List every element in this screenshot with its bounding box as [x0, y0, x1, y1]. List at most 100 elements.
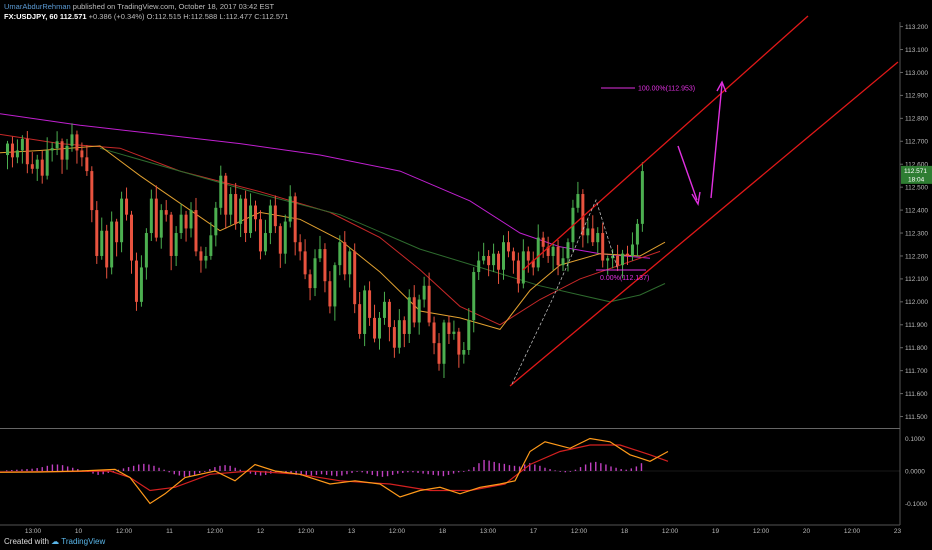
candle-body	[174, 233, 178, 256]
macd-histogram-bar	[427, 471, 429, 475]
macd-histogram-bar	[188, 471, 191, 477]
channel-upper-line	[522, 15, 809, 271]
price-tick-label: 111.600	[905, 391, 928, 398]
macd-histogram-bar	[402, 471, 404, 473]
price-tick-label: 112.100	[905, 276, 928, 283]
macd-histogram-bar	[26, 469, 28, 471]
macd-histogram-bar	[143, 463, 145, 471]
candle-body	[95, 210, 99, 256]
macd-histogram-bar	[442, 471, 445, 477]
macd-histogram-bar	[493, 461, 495, 471]
candle-body	[278, 226, 282, 254]
arrow-up-head	[716, 80, 727, 93]
candle-body	[224, 175, 228, 215]
change-value: +0.386 (+0.34%)	[88, 12, 145, 21]
candle-body	[219, 175, 223, 208]
macd-histogram-bar	[498, 463, 500, 471]
arrow-down-line	[677, 145, 698, 201]
author-link[interactable]: UmarAbdurRehman	[4, 2, 71, 11]
macd-histogram-bar	[41, 467, 43, 471]
macd-histogram-bar	[478, 463, 480, 471]
macd-histogram-bar	[595, 461, 597, 471]
ma-line	[0, 145, 666, 330]
time-tick-label: 12:00	[207, 528, 224, 535]
candle-body	[482, 255, 486, 261]
open-value: O:112.515	[146, 12, 182, 21]
macd-histogram-bar	[122, 468, 125, 471]
macd-histogram-bar	[178, 471, 181, 476]
macd-histogram-bar	[635, 466, 638, 471]
macd-histogram-bar	[468, 469, 470, 471]
macd-histogram-bar	[254, 471, 257, 475]
candle-body	[125, 198, 129, 215]
candle-body	[601, 233, 605, 261]
candle-body	[447, 322, 451, 334]
macd-histogram-bar	[112, 471, 115, 472]
candle-body	[263, 233, 267, 252]
high-value: H:112.588	[183, 12, 218, 21]
low-value: L:112.477	[219, 12, 253, 21]
candle-body	[536, 237, 540, 268]
zigzag-dashed-line	[511, 199, 619, 385]
macd-histogram-bar	[31, 468, 33, 471]
macd-histogram-bar	[173, 471, 175, 475]
time-tick-label: 20	[803, 528, 811, 535]
time-tick-label: 12:00	[844, 528, 861, 535]
macd-histogram-bar	[386, 471, 389, 477]
candle-body	[635, 223, 639, 245]
candle-body	[139, 267, 143, 302]
candle-body	[85, 157, 89, 172]
time-tick-label: 12:00	[389, 528, 406, 535]
candle-body	[40, 159, 44, 176]
candle-body	[387, 301, 391, 328]
tradingview-link[interactable]: TradingView	[61, 537, 106, 546]
price-tick-label: 112.700	[905, 139, 928, 146]
macd-histogram-bar	[554, 470, 556, 472]
price-tick-label: 113.200	[905, 24, 928, 31]
channel-lower-line	[509, 61, 899, 387]
macd-histogram-bar	[56, 464, 59, 471]
macd-histogram-bar	[336, 471, 338, 477]
candle-body	[283, 221, 287, 254]
candle-body	[130, 214, 133, 261]
macd-histogram-bar	[508, 465, 511, 471]
ma-line	[0, 133, 661, 326]
macd-histogram-bar	[214, 467, 216, 471]
macd-histogram-bar	[539, 465, 541, 471]
macd-histogram-bar	[117, 469, 120, 471]
macd-histogram-bar	[51, 464, 54, 471]
candle-body	[10, 143, 14, 158]
macd-histogram-bar	[198, 471, 201, 473]
time-tick-label: 12:00	[298, 528, 315, 535]
candle-body	[6, 143, 9, 156]
candle-body	[209, 235, 213, 256]
macd-histogram-bar	[513, 465, 516, 471]
price-tick-label: 112.500	[905, 184, 928, 191]
macd-histogram-bar	[625, 469, 627, 471]
macd-histogram-bar	[163, 469, 165, 471]
candle-body	[358, 304, 362, 334]
macd-histogram-bar	[295, 471, 297, 475]
price-tick-label: 113.000	[905, 70, 928, 77]
time-tick-label: 12:00	[116, 528, 133, 535]
candle-body	[134, 260, 138, 302]
time-tick-label: 11	[166, 528, 173, 535]
macd-tick-label: -0.1000	[905, 501, 927, 508]
candle-body	[556, 246, 560, 266]
macd-tick-label: 0.1000	[905, 436, 925, 443]
macd-histogram-bar	[579, 467, 582, 471]
price-badge-time: 18:04	[908, 176, 925, 183]
candle-body	[323, 249, 327, 282]
candle-body	[244, 198, 248, 234]
macd-histogram-bar	[569, 471, 572, 472]
candle-body	[20, 138, 24, 151]
candle-body	[55, 141, 59, 149]
macd-histogram-bar	[640, 463, 643, 471]
candle-body	[179, 214, 183, 234]
macd-histogram-bar	[305, 471, 308, 477]
candle-body	[100, 230, 104, 256]
moving-averages	[0, 113, 666, 330]
macd-histogram-bar	[6, 470, 8, 472]
macd-histogram-bar	[127, 467, 130, 471]
